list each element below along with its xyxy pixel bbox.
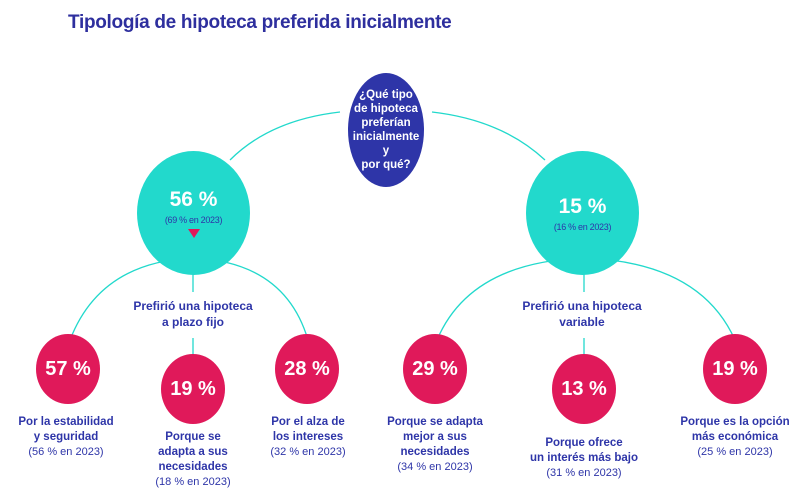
reason-label: Porque ofrece un interés más bajo (31 % …: [530, 436, 638, 481]
question-line: inicialmente y: [352, 131, 420, 157]
reason-text: más económica: [691, 431, 779, 443]
fixed-label: Prefirió una hipoteca a plazo fijo: [133, 298, 252, 330]
fixed-prev: (69 % en 2023): [164, 215, 223, 225]
reason-node: 57 %: [36, 334, 100, 404]
reason-node: 29 %: [403, 334, 467, 404]
fixed-value: 56 %: [169, 188, 218, 211]
reason-label: Porque es la opción más económica (25 % …: [680, 415, 789, 460]
question-line: de hipoteca: [354, 103, 418, 115]
reason-prev: (25 % en 2023): [697, 446, 773, 458]
reason-text: adapta a sus: [158, 446, 228, 458]
reason-label: Por el alza de los intereses (32 % en 20…: [270, 415, 345, 460]
variable-value: 15 %: [558, 194, 607, 218]
variable-node: 15 % (16 % en 2023): [526, 151, 639, 275]
reason-text: un interés más bajo: [529, 452, 639, 464]
fixed-label-line: a plazo fijo: [161, 315, 225, 329]
reason-text: Por el alza de: [271, 416, 345, 428]
question-line: ¿Qué tipo: [359, 89, 413, 101]
reason-node: 13 %: [552, 354, 616, 424]
question-line: preferían: [361, 117, 411, 129]
reason-text: Por la estabilidad: [18, 416, 114, 428]
variable-label-line: Prefirió una hipoteca: [522, 299, 642, 313]
reason-prev: (31 % en 2023): [546, 467, 622, 479]
reason-text: Porque es la opción: [680, 416, 790, 428]
reason-prev: (32 % en 2023): [270, 446, 346, 458]
reason-text: Porque ofrece: [545, 437, 623, 449]
variable-prev: (16 % en 2023): [553, 221, 612, 232]
reason-label: Por la estabilidad y seguridad (56 % en …: [18, 415, 113, 460]
triangle-down-icon: [187, 229, 200, 238]
fixed-label-line: Prefirió una hipoteca: [133, 299, 253, 313]
question-node: ¿Qué tipo de hipoteca preferían inicialm…: [348, 73, 424, 187]
connector-top-left: [229, 111, 341, 161]
fixed-node: 56 % (69 % en 2023): [137, 151, 250, 275]
reason-text: necesidades: [400, 446, 470, 458]
connector-top-right: [431, 111, 546, 161]
reason-text: Porque se: [165, 431, 221, 443]
reason-text: mejor a sus: [403, 431, 467, 443]
reason-prev: (56 % en 2023): [28, 446, 104, 458]
reason-prev: (34 % en 2023): [397, 461, 473, 473]
reason-node: 19 %: [161, 354, 225, 424]
reason-text: y seguridad: [33, 431, 99, 443]
reason-node: 19 %: [703, 334, 767, 404]
question-line: por qué?: [361, 159, 411, 171]
reason-text: necesidades: [158, 461, 228, 473]
reason-prev: (18 % en 2023): [155, 476, 231, 488]
reason-node: 28 %: [275, 334, 339, 404]
reason-label: Porque se adapta mejor a sus necesidades…: [387, 415, 483, 475]
reason-label: Porque se adapta a sus necesidades (18 %…: [155, 430, 230, 490]
variable-label: Prefirió una hipoteca variable: [522, 298, 641, 330]
variable-label-line: variable: [559, 315, 605, 329]
page-title: Tipología de hipoteca preferida inicialm…: [68, 12, 452, 33]
reason-text: los intereses: [272, 431, 344, 443]
reason-text: Porque se adapta: [387, 416, 483, 428]
